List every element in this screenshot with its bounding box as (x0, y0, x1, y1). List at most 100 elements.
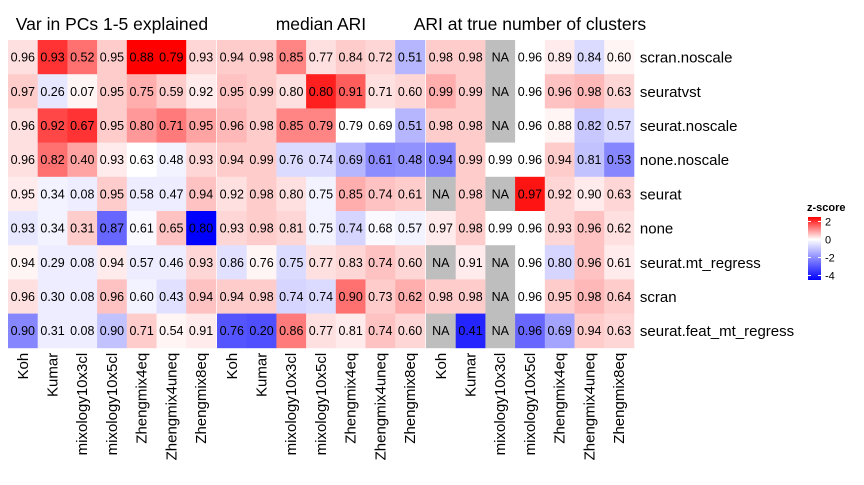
cell-value-label: NA (492, 119, 510, 133)
cell-value-label: 0.77 (309, 51, 333, 65)
cell-value-label: 0.93 (547, 222, 571, 236)
cell-value-label: 0.74 (338, 222, 362, 236)
row-label: seurat.noscale (640, 118, 738, 135)
heatmap-cell (306, 74, 337, 109)
cell-value-label: 0.57 (129, 256, 153, 270)
heatmap-cell (306, 279, 337, 314)
heatmap-cell (186, 176, 217, 212)
heatmap-cell (67, 279, 98, 314)
cell-value-label: 0.95 (189, 119, 213, 133)
heatmap-cell (515, 313, 546, 349)
heatmap-cell (186, 142, 217, 178)
cell-value-label: 0.92 (40, 119, 64, 133)
heatmap-cell (186, 211, 217, 246)
heatmap-cell (126, 176, 157, 212)
cell-value-label: 0.75 (309, 222, 333, 236)
cell-value-label: 0.93 (189, 153, 213, 167)
heatmap-cell (156, 245, 187, 280)
cell-value-label: 0.93 (220, 222, 244, 236)
cell-value-label: NA (492, 324, 510, 338)
cell-value-label: 0.08 (70, 256, 94, 270)
cell-value-label: 0.98 (249, 222, 273, 236)
heatmap-cell (426, 313, 457, 349)
heatmap-cell (365, 74, 396, 109)
heatmap-cell (186, 108, 217, 143)
heatmap-cell (544, 176, 575, 212)
cell-value-label: 0.60 (398, 256, 422, 270)
cell-value-label: 0.80 (189, 222, 213, 236)
cell-value-label: 0.81 (577, 153, 601, 167)
cell-value-label: 0.54 (159, 324, 183, 338)
cell-value-label: 0.96 (518, 85, 542, 99)
heatmap-cell (426, 142, 457, 178)
cell-value-label: 0.61 (368, 153, 392, 167)
heatmap-cell (335, 279, 366, 314)
heatmap-cell (276, 245, 307, 280)
heatmap-cell (246, 142, 277, 178)
heatmap-cell (217, 176, 248, 212)
cell-value-label: 0.31 (40, 324, 64, 338)
heatmap-cell (8, 74, 39, 109)
cell-value-label: 0.60 (129, 290, 153, 304)
heatmap-cell (544, 142, 575, 178)
cell-value-label: 0.95 (100, 51, 124, 65)
column-label: Zhengmix4eq (552, 353, 569, 444)
heatmap-cell (186, 279, 217, 314)
heatmap-cell (574, 245, 605, 280)
heatmap-cell (8, 108, 39, 143)
heatmap-cell (395, 211, 426, 246)
heatmap-cell (604, 108, 635, 143)
column-label: Zhengmix4eq (343, 353, 360, 444)
heatmap-cell (485, 313, 516, 349)
heatmap-cell (306, 142, 337, 178)
cell-value-label: 0.93 (100, 153, 124, 167)
cell-value-label: 0.85 (279, 119, 303, 133)
column-label: mixology10x5cl (313, 353, 330, 456)
heatmap-cell (455, 142, 486, 178)
column-label: Zhengmix4uneq (163, 353, 180, 461)
heatmap-cell (8, 211, 39, 246)
cell-value-label: 0.96 (11, 290, 35, 304)
column-label: mixology10x5cl (104, 353, 121, 456)
heatmap-cell (485, 245, 516, 280)
cell-value-label: 0.98 (249, 51, 273, 65)
cell-value-label: 0.89 (547, 51, 571, 65)
cell-value-label: 0.91 (338, 85, 362, 99)
cell-value-label: 0.98 (458, 119, 482, 133)
column-label: mixology10x3cl (283, 353, 300, 456)
heatmap-cell (455, 313, 486, 349)
heatmap-cell (515, 40, 546, 75)
heatmap-cell (156, 108, 187, 143)
cell-value-label: 0.63 (129, 153, 153, 167)
cell-value-label: 0.98 (458, 187, 482, 201)
heatmap-cell (365, 279, 396, 314)
cell-value-label: 0.98 (429, 290, 453, 304)
legend-colorbar (808, 217, 821, 280)
cell-value-label: 0.82 (40, 153, 64, 167)
cell-value-label: 0.93 (40, 51, 64, 65)
heatmap-cell (217, 142, 248, 178)
cell-value-label: 0.99 (458, 153, 482, 167)
cell-value-label: 0.88 (547, 119, 571, 133)
cell-value-label: 0.96 (11, 153, 35, 167)
cell-value-label: 0.41 (458, 324, 482, 338)
heatmap-cell (186, 74, 217, 109)
cell-value-label: 0.86 (220, 256, 244, 270)
heatmap-cell (97, 108, 128, 143)
heatmap-cell (276, 142, 307, 178)
cell-value-label: 0.71 (129, 324, 153, 338)
cell-value-label: 0.40 (70, 153, 94, 167)
cell-value-label: 0.98 (249, 119, 273, 133)
heatmap-cell (246, 211, 277, 246)
cell-value-label: 0.99 (429, 85, 453, 99)
cell-value-label: 0.98 (249, 187, 273, 201)
heatmap-cell (365, 313, 396, 349)
cell-value-label: 0.87 (100, 222, 124, 236)
heatmap-cell (604, 245, 635, 280)
heatmap-cell (574, 279, 605, 314)
cell-value-label: 0.64 (607, 290, 631, 304)
heatmap-cell (276, 279, 307, 314)
cell-value-label: 0.75 (309, 187, 333, 201)
heatmap-cell (306, 40, 337, 75)
heatmap-cell (574, 108, 605, 143)
